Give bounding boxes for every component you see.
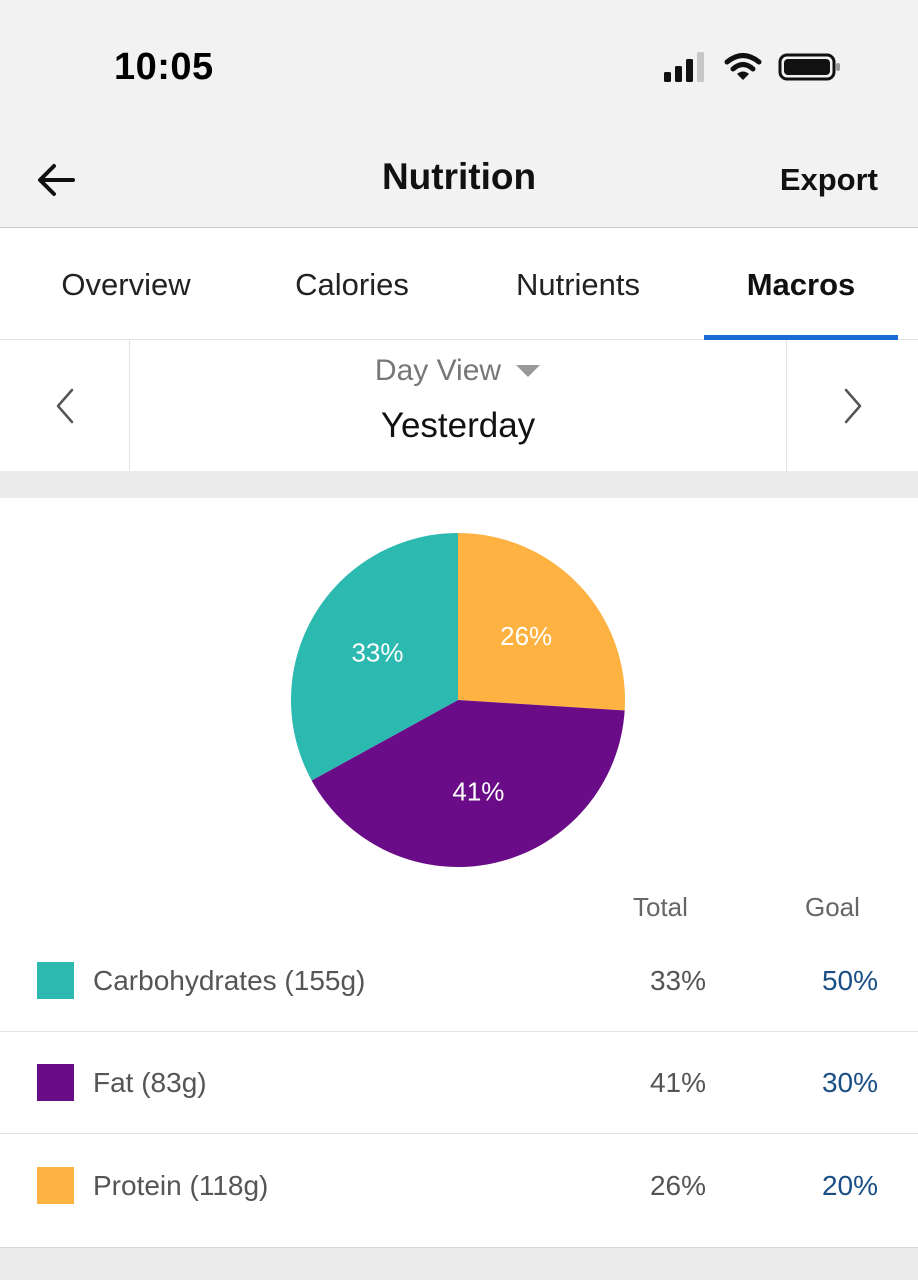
macro-label: Protein (118g) [93, 1170, 269, 1201]
section-divider [0, 471, 918, 498]
macro-goal: 30% [821, 1067, 878, 1098]
date-display: Day View Yesterday [130, 340, 786, 471]
wifi-icon [724, 53, 762, 80]
macro-goal: 20% [821, 1170, 878, 1201]
active-tab-indicator [704, 335, 898, 340]
back-button[interactable] [28, 154, 84, 206]
macros-pie-chart: 26% 41% 33% [290, 533, 625, 868]
macros-chart-area: 26% 41% 33% [0, 498, 918, 888]
protein-color-swatch [37, 1167, 74, 1204]
status-icons [664, 52, 842, 82]
nav-bar: Nutrition Export [0, 130, 918, 228]
macro-total: 26% [649, 1170, 706, 1201]
export-button[interactable]: Export [779, 162, 878, 197]
date-label: Yesterday [380, 406, 536, 445]
chevron-right-icon [844, 388, 861, 423]
chevron-left-icon [56, 388, 73, 423]
macro-goal: 50% [821, 965, 878, 996]
tab-overview[interactable]: Overview [61, 266, 191, 302]
macro-label: Fat (83g) [93, 1067, 207, 1098]
pie-label-protein: 26% [500, 621, 552, 651]
macro-row-fat: Fat (83g) 41% 30% [0, 1032, 918, 1134]
next-day-button[interactable] [786, 340, 918, 471]
date-navigator: Day View Yesterday [0, 340, 918, 471]
macro-label: Carbohydrates (155g) [93, 965, 366, 996]
arrow-left-icon [38, 164, 75, 196]
caret-down-icon [516, 365, 541, 377]
tab-nutrients[interactable]: Nutrients [515, 266, 641, 302]
macro-total: 33% [649, 965, 706, 996]
macro-total: 41% [649, 1067, 706, 1098]
fat-color-swatch [37, 1064, 74, 1101]
total-column-header: Total [633, 892, 688, 922]
pie-label-carbohydrates: 33% [351, 637, 403, 667]
carbohydrates-color-swatch [37, 962, 74, 999]
pie-slice-carbohydrates [290, 533, 458, 781]
page-title: Nutrition [381, 156, 537, 197]
signal-icon [664, 52, 704, 82]
pie-slice-fat [311, 700, 625, 868]
status-time: 10:05 [114, 46, 214, 88]
pie-label-fat: 41% [452, 776, 504, 806]
tab-macros[interactable]: Macros [746, 266, 856, 302]
tab-calories[interactable]: Calories [295, 266, 409, 302]
pie-slice-protein [458, 533, 625, 711]
tab-bar: Overview Calories Nutrients Macros [0, 229, 918, 340]
status-bar: 10:05 [0, 0, 918, 130]
battery-icon [778, 53, 840, 81]
bottom-divider [0, 1247, 918, 1280]
macro-row-carbohydrates: Carbohydrates (155g) 33% 50% [0, 930, 918, 1032]
previous-day-button[interactable] [0, 340, 130, 471]
goal-column-header: Goal [805, 892, 860, 922]
view-mode-select[interactable]: Day View [130, 354, 786, 388]
macro-row-protein: Protein (118g) 26% 20% [0, 1135, 918, 1237]
view-mode-label: Day View [374, 354, 502, 387]
